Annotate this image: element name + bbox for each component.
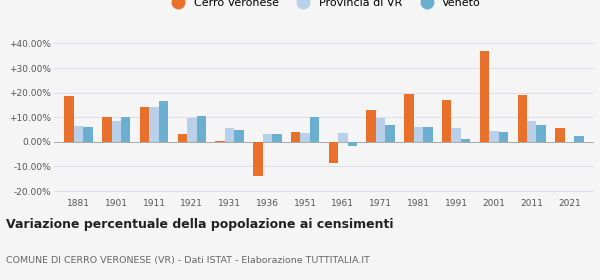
Bar — [404, 94, 413, 142]
Bar — [291, 132, 301, 142]
Bar — [159, 101, 168, 142]
Bar — [112, 121, 121, 142]
Bar — [121, 117, 130, 142]
Bar — [301, 133, 310, 142]
Bar — [347, 142, 357, 146]
Bar — [225, 128, 235, 142]
Bar — [413, 127, 423, 142]
Bar — [187, 118, 197, 142]
Bar — [518, 95, 527, 142]
Bar — [555, 128, 565, 142]
Bar — [480, 51, 489, 142]
Bar — [536, 125, 546, 142]
Bar — [140, 108, 149, 142]
Legend: Cerro Veronese, Provincia di VR, Veneto: Cerro Veronese, Provincia di VR, Veneto — [163, 0, 485, 13]
Bar — [235, 130, 244, 142]
Bar — [423, 127, 433, 142]
Bar — [149, 108, 159, 142]
Bar — [329, 142, 338, 163]
Bar — [451, 128, 461, 142]
Bar — [83, 127, 93, 142]
Bar — [489, 131, 499, 142]
Text: COMUNE DI CERRO VERONESE (VR) - Dati ISTAT - Elaborazione TUTTITALIA.IT: COMUNE DI CERRO VERONESE (VR) - Dati IST… — [6, 256, 370, 265]
Bar — [215, 141, 225, 142]
Bar — [442, 100, 451, 142]
Bar — [499, 132, 508, 142]
Bar — [272, 134, 281, 142]
Bar — [178, 134, 187, 142]
Bar — [376, 118, 385, 142]
Bar — [64, 96, 74, 142]
Bar — [263, 134, 272, 142]
Bar — [310, 117, 319, 142]
Bar — [74, 126, 83, 142]
Bar — [461, 139, 470, 142]
Bar — [574, 136, 584, 142]
Bar — [367, 110, 376, 142]
Bar — [197, 116, 206, 142]
Bar — [385, 125, 395, 142]
Bar — [102, 117, 112, 142]
Bar — [338, 133, 347, 142]
Bar — [527, 121, 536, 142]
Bar — [253, 142, 263, 176]
Text: Variazione percentuale della popolazione ai censimenti: Variazione percentuale della popolazione… — [6, 218, 394, 231]
